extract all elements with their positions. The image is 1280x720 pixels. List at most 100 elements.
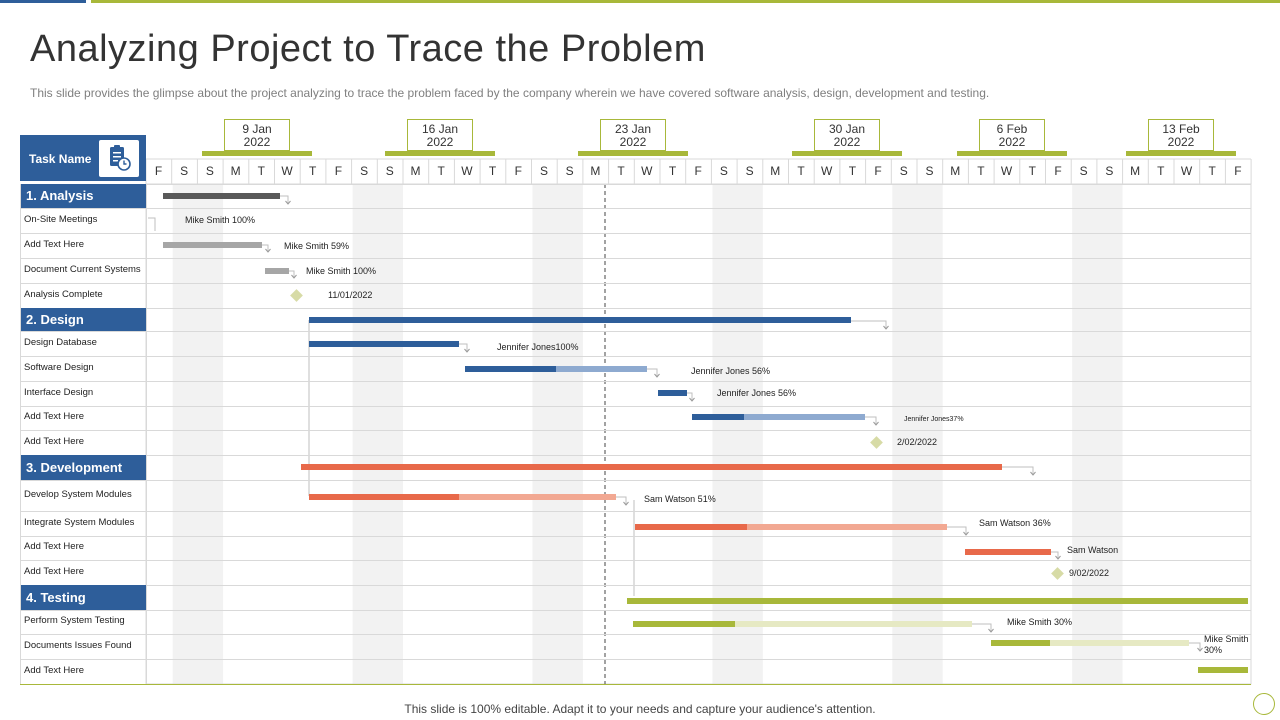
day-header: S bbox=[899, 164, 908, 178]
date-marker-day: 6 Feb bbox=[996, 122, 1028, 136]
day-header: S bbox=[565, 164, 574, 178]
row-divider bbox=[20, 233, 1251, 234]
date-marker: 13 Feb 2022 bbox=[1148, 119, 1214, 151]
task-name-header: Task Name bbox=[20, 135, 146, 181]
connector-arrow bbox=[1030, 471, 1036, 476]
date-marker-year: 2022 bbox=[619, 135, 647, 149]
day-header: M bbox=[410, 164, 421, 178]
task-label: Design Database bbox=[24, 336, 97, 348]
row-divider bbox=[20, 208, 1251, 209]
connector-arrow bbox=[873, 421, 879, 426]
bar-label: Jennifer Jones 56% bbox=[691, 366, 771, 376]
connector-arrow bbox=[963, 531, 969, 536]
top-accent-green bbox=[91, 0, 1280, 3]
date-marker-bar bbox=[792, 151, 902, 156]
row-divider bbox=[20, 684, 1251, 685]
row-divider bbox=[20, 381, 1251, 382]
milestone-diamond bbox=[290, 289, 303, 302]
date-marker: 23 Jan 2022 bbox=[600, 119, 666, 151]
date-marker-day: 30 Jan bbox=[828, 122, 866, 136]
dependency-connector bbox=[1051, 551, 1059, 559]
row-divider bbox=[20, 258, 1251, 259]
weekend-shade bbox=[1072, 184, 1123, 684]
date-marker-bar bbox=[957, 151, 1067, 156]
row-divider bbox=[20, 659, 1251, 660]
row-divider bbox=[20, 455, 1251, 456]
connector-arrow bbox=[689, 397, 695, 402]
task-label: Add Text Here bbox=[24, 238, 85, 250]
task-column-border bbox=[20, 184, 21, 684]
task-label: Develop System Modules bbox=[24, 488, 132, 500]
task-bar bbox=[635, 524, 748, 530]
task-bar-remaining bbox=[692, 414, 865, 420]
top-accent-blue bbox=[0, 0, 86, 3]
task-bar bbox=[692, 414, 744, 420]
row-divider bbox=[20, 356, 1251, 357]
day-header: F bbox=[334, 164, 343, 178]
day-header: W bbox=[821, 164, 833, 178]
task-bar bbox=[309, 341, 459, 347]
date-marker: 30 Jan 2022 bbox=[814, 119, 880, 151]
day-header: S bbox=[1079, 164, 1088, 178]
day-header: S bbox=[539, 164, 548, 178]
design-summary-bar bbox=[309, 317, 851, 323]
task-label: Analysis Complete bbox=[24, 288, 103, 300]
date-marker-year: 2022 bbox=[1167, 135, 1195, 149]
dependency-connector bbox=[148, 217, 156, 231]
row-divider bbox=[20, 560, 1251, 561]
connector-arrow bbox=[285, 200, 291, 205]
bar-label: Mike Smith 30% bbox=[1007, 617, 1073, 627]
day-header: T bbox=[668, 164, 677, 178]
bar-label: Mike Smith 59% bbox=[284, 241, 350, 251]
dependency-connector bbox=[972, 623, 992, 632]
dependency-connector bbox=[947, 526, 967, 535]
row-divider bbox=[20, 283, 1251, 284]
connector-arrow bbox=[623, 501, 629, 506]
task-name-label: Task Name bbox=[29, 152, 92, 166]
date-marker-year: 2022 bbox=[833, 135, 861, 149]
day-header: T bbox=[488, 164, 497, 178]
bar-label: Sam Watson 51% bbox=[644, 494, 716, 504]
task-label: Add Text Here bbox=[24, 541, 85, 552]
task-bar bbox=[991, 640, 1051, 646]
task-bar-remaining bbox=[633, 621, 972, 627]
section-header: 1. Analysis bbox=[20, 184, 146, 208]
day-header: S bbox=[360, 164, 369, 178]
day-header: T bbox=[848, 164, 857, 178]
day-header: T bbox=[1157, 164, 1165, 178]
day-header: W bbox=[1000, 164, 1013, 178]
connector-arrow bbox=[464, 348, 470, 353]
section-header: 2. Design bbox=[20, 308, 146, 331]
bar-label: Jennifer Jones37% bbox=[904, 416, 964, 423]
row-divider bbox=[20, 511, 1251, 512]
task-bar-remaining bbox=[991, 640, 1189, 646]
weekend-shade bbox=[712, 184, 763, 684]
task-bar bbox=[163, 242, 262, 248]
task-bar-remaining bbox=[465, 366, 647, 372]
corner-circle-decoration bbox=[1253, 693, 1275, 715]
task-label: Integrate System Modules bbox=[24, 516, 135, 528]
bar-label: Sam Watson bbox=[1067, 545, 1119, 555]
task-column-divider bbox=[146, 184, 147, 684]
task-bar bbox=[309, 494, 460, 500]
connector-arrow bbox=[883, 325, 889, 330]
testing-summary-bar bbox=[627, 598, 1248, 604]
row-divider bbox=[20, 634, 1251, 635]
dependency-connector bbox=[459, 343, 468, 352]
bar-label: Jennifer Jones 56% bbox=[717, 388, 797, 398]
day-header: S bbox=[719, 164, 728, 178]
task-bar bbox=[658, 390, 687, 396]
dependency-connector bbox=[647, 368, 658, 377]
task-bar-remaining bbox=[635, 524, 947, 530]
day-header: F bbox=[154, 164, 163, 178]
date-marker: 9 Jan 2022 bbox=[224, 119, 290, 151]
dependency-connector bbox=[262, 244, 269, 252]
date-marker-bar bbox=[385, 151, 495, 156]
date-marker-day: 9 Jan bbox=[242, 122, 272, 136]
dependency-connector bbox=[851, 320, 887, 329]
day-header: M bbox=[950, 164, 961, 178]
dependency-connector bbox=[280, 195, 289, 204]
day-header: S bbox=[180, 164, 189, 178]
task-bar bbox=[965, 549, 1051, 555]
